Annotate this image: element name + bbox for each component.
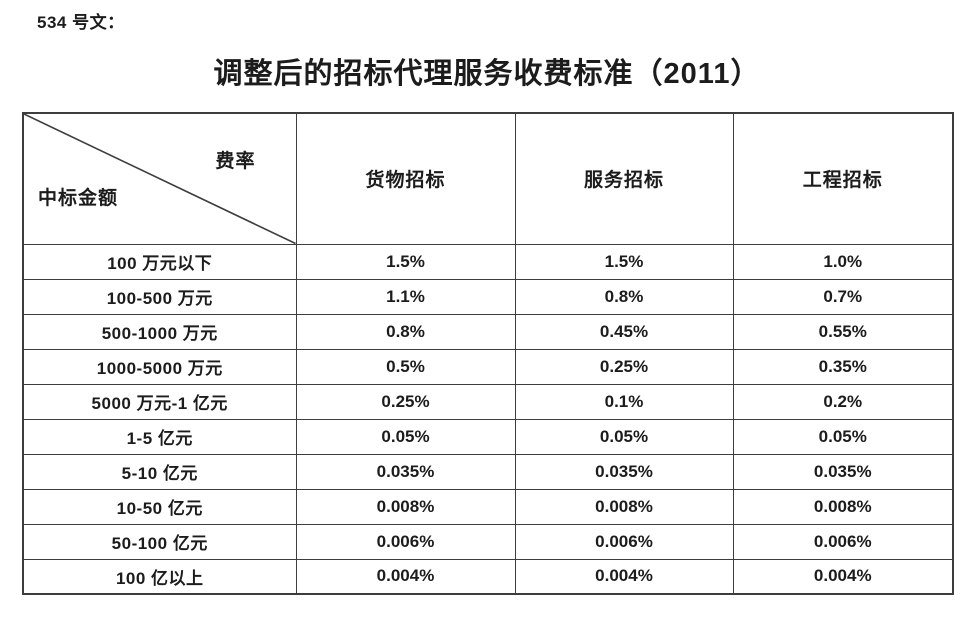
table-row: 10-50 亿元 0.008% 0.008% 0.008%: [22, 488, 954, 525]
rate-value: 0.25%: [295, 383, 516, 420]
row-label-amount-range: 100-500 万元: [22, 278, 297, 315]
rate-value: 0.45%: [514, 313, 734, 350]
rate-value: 0.8%: [514, 278, 734, 315]
rate-value: 0.5%: [295, 348, 516, 385]
rate-value: 0.2%: [732, 383, 954, 420]
rate-value: 0.05%: [732, 418, 954, 455]
table-header-row: 费率 中标金额 货物招标 服务招标 工程招标: [22, 112, 954, 245]
rate-value: 0.004%: [514, 558, 734, 595]
row-label-amount-range: 10-50 亿元: [22, 488, 297, 525]
row-label-amount-range: 1-5 亿元: [22, 418, 297, 455]
row-label-amount-range: 500-1000 万元: [22, 313, 297, 350]
rate-value: 0.8%: [295, 313, 516, 350]
row-label-amount-range: 1000-5000 万元: [22, 348, 297, 385]
rate-value: 0.25%: [514, 348, 734, 385]
rate-value: 1.0%: [732, 243, 954, 280]
table-row: 5000 万元-1 亿元 0.25% 0.1% 0.2%: [22, 383, 954, 420]
rate-value: 0.55%: [732, 313, 954, 350]
table-row: 1-5 亿元 0.05% 0.05% 0.05%: [22, 418, 954, 455]
corner-label-rate: 费率: [215, 151, 256, 172]
rate-value: 0.035%: [514, 453, 734, 490]
table-row: 500-1000 万元 0.8% 0.45% 0.55%: [22, 313, 954, 350]
column-header-service: 服务招标: [514, 112, 734, 245]
table-body: 费率 中标金额 货物招标 服务招标 工程招标 100 万元以下 1.5% 1.5% 1…: [22, 112, 954, 595]
rate-value: 0.008%: [295, 488, 516, 525]
rate-value: 0.008%: [732, 488, 954, 525]
rate-value: 0.004%: [732, 558, 954, 595]
rate-value: 0.006%: [732, 523, 954, 560]
corner-header-cell: 费率 中标金额: [22, 112, 297, 245]
rate-value: 0.05%: [295, 418, 516, 455]
table-row: 100 万元以下 1.5% 1.5% 1.0%: [22, 243, 954, 280]
row-label-amount-range: 5-10 亿元: [22, 453, 297, 490]
column-header-engineering: 工程招标: [732, 112, 954, 245]
page-title: 调整后的招标代理服务收费标准（2011）: [213, 58, 761, 90]
row-label-amount-range: 5000 万元-1 亿元: [22, 383, 297, 420]
table-row: 1000-5000 万元 0.5% 0.25% 0.35%: [22, 348, 954, 385]
rate-value: 1.1%: [295, 278, 516, 315]
rate-value: 0.006%: [514, 523, 734, 560]
rate-value: 0.008%: [514, 488, 734, 525]
row-label-amount-range: 50-100 亿元: [22, 523, 297, 560]
doc-number-label: 534 号文：: [37, 13, 125, 32]
rate-value: 0.006%: [295, 523, 516, 560]
fee-rate-table: 费率 中标金额 货物招标 服务招标 工程招标 100 万元以下 1.5% 1.5% 1…: [22, 112, 954, 595]
rate-value: 0.004%: [295, 558, 516, 595]
rate-value: 0.035%: [295, 453, 516, 490]
rate-value: 0.035%: [732, 453, 954, 490]
table-row: 100 亿以上 0.004% 0.004% 0.004%: [22, 558, 954, 595]
rate-value: 0.1%: [514, 383, 734, 420]
rate-value: 1.5%: [295, 243, 516, 280]
rate-value: 0.35%: [732, 348, 954, 385]
rate-value: 1.5%: [514, 243, 734, 280]
rate-value: 0.05%: [514, 418, 734, 455]
corner-label-amount: 中标金额: [38, 187, 119, 209]
table-row: 5-10 亿元 0.035% 0.035% 0.035%: [22, 453, 954, 490]
diagonal-divider-line: [24, 114, 296, 244]
row-label-amount-range: 100 万元以下: [22, 243, 297, 280]
column-header-goods: 货物招标: [295, 112, 516, 245]
table-row: 50-100 亿元 0.006% 0.006% 0.006%: [22, 523, 954, 560]
rate-value: 0.7%: [732, 278, 954, 315]
row-label-amount-range: 100 亿以上: [22, 558, 297, 595]
table-row: 100-500 万元 1.1% 0.8% 0.7%: [22, 278, 954, 315]
